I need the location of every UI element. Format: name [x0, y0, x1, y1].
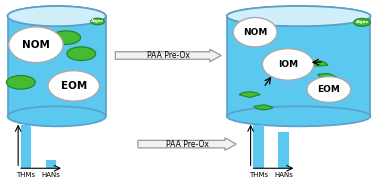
Ellipse shape	[227, 6, 370, 26]
Ellipse shape	[227, 6, 370, 26]
Circle shape	[52, 31, 81, 44]
Text: Algae: Algae	[356, 20, 369, 24]
Bar	[21, 125, 31, 168]
Ellipse shape	[8, 6, 106, 26]
Text: PAA Pre-Ox: PAA Pre-Ox	[147, 51, 190, 60]
Text: THMs: THMs	[249, 172, 268, 178]
Wedge shape	[239, 92, 260, 98]
Bar	[278, 132, 289, 168]
Circle shape	[6, 76, 35, 89]
Text: IOM: IOM	[278, 60, 298, 69]
Text: PAA Pre-Ox: PAA Pre-Ox	[166, 140, 209, 149]
Text: THMs: THMs	[17, 172, 36, 178]
Text: Algae: Algae	[91, 20, 104, 23]
Text: NOM: NOM	[243, 28, 267, 37]
Wedge shape	[308, 61, 328, 66]
Bar	[8, 16, 106, 116]
Wedge shape	[318, 73, 336, 78]
Text: HANs: HANs	[42, 172, 60, 178]
Polygon shape	[138, 138, 236, 150]
Circle shape	[354, 18, 370, 26]
Text: HANs: HANs	[274, 172, 293, 178]
Text: NOM: NOM	[22, 40, 50, 50]
Bar	[253, 125, 264, 168]
Bar	[227, 16, 370, 116]
Bar	[46, 160, 56, 168]
Circle shape	[67, 47, 96, 61]
Ellipse shape	[48, 71, 99, 101]
Wedge shape	[254, 105, 273, 110]
Ellipse shape	[8, 6, 106, 26]
Text: EOM: EOM	[60, 81, 87, 91]
Ellipse shape	[8, 106, 106, 126]
Polygon shape	[115, 49, 221, 62]
Circle shape	[91, 18, 104, 25]
Ellipse shape	[233, 18, 277, 47]
Ellipse shape	[307, 77, 351, 102]
Text: EOM: EOM	[318, 85, 340, 94]
Ellipse shape	[262, 49, 314, 80]
Ellipse shape	[9, 27, 63, 63]
Ellipse shape	[227, 106, 370, 126]
